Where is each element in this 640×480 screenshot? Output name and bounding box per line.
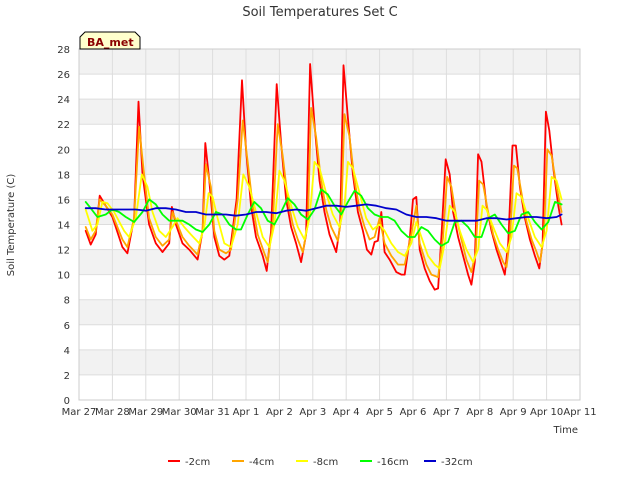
y-tick-label: 26 bbox=[57, 70, 70, 81]
x-tick-label: Mar 31 bbox=[195, 407, 230, 418]
legend-label-4cm: -4cm bbox=[249, 457, 274, 468]
y-tick-label: 0 bbox=[64, 396, 70, 407]
plot-bands bbox=[79, 49, 580, 400]
plot-band bbox=[79, 124, 580, 150]
plot-band bbox=[79, 374, 580, 400]
y-tick-label: 10 bbox=[57, 271, 70, 282]
site-badge: BA_met bbox=[79, 31, 141, 50]
x-tick-label: Apr 5 bbox=[366, 407, 393, 418]
y-tick-label: 22 bbox=[57, 120, 70, 131]
x-tick-label: Apr 8 bbox=[466, 407, 493, 418]
x-tick-label: Mar 28 bbox=[95, 407, 130, 418]
y-tick-label: 16 bbox=[57, 195, 70, 206]
plot-band bbox=[79, 349, 580, 375]
legend-label-16cm: -16cm bbox=[377, 457, 409, 468]
y-tick-label: 24 bbox=[57, 95, 70, 106]
x-tick-label: Apr 1 bbox=[233, 407, 260, 418]
x-tick-label: Apr 7 bbox=[433, 407, 460, 418]
plot-band bbox=[79, 99, 580, 125]
x-tick-label: Apr 3 bbox=[299, 407, 326, 418]
plot-band bbox=[79, 249, 580, 275]
x-tick-label: Apr 10 bbox=[530, 407, 563, 418]
y-tick-label: 2 bbox=[64, 371, 70, 382]
plot-frame bbox=[78, 48, 581, 401]
plot-band bbox=[79, 274, 580, 300]
legend-label-8cm: -8cm bbox=[313, 457, 338, 468]
x-tick-label: Apr 9 bbox=[500, 407, 527, 418]
x-tick-label: Mar 30 bbox=[162, 407, 197, 418]
y-tick-label: 28 bbox=[57, 45, 70, 56]
y-tick-label: 4 bbox=[64, 346, 70, 357]
x-tick-label: Apr 11 bbox=[563, 407, 596, 418]
legend: -2cm -4cm -8cm -16cm -32cm bbox=[168, 457, 473, 468]
plot-band bbox=[79, 174, 580, 200]
plot-band bbox=[79, 74, 580, 100]
chart-title: Soil Temperatures Set C bbox=[242, 5, 397, 20]
y-tick-label: 20 bbox=[57, 145, 70, 156]
plot-band bbox=[79, 324, 580, 350]
site-badge-label: BA_met bbox=[87, 36, 134, 49]
y-tick-label: 6 bbox=[64, 321, 70, 332]
x-tick-label: Apr 6 bbox=[400, 407, 427, 418]
x-tick-label: Apr 4 bbox=[333, 407, 360, 418]
x-tick-label: Mar 29 bbox=[128, 407, 163, 418]
site-badge-box bbox=[79, 31, 141, 50]
x-axis-title: Time bbox=[553, 425, 578, 436]
plot-band bbox=[79, 149, 580, 175]
series-layer bbox=[84, 63, 563, 291]
y-tick-label: 12 bbox=[57, 246, 70, 257]
plot-band bbox=[79, 299, 580, 325]
plot-band bbox=[79, 49, 580, 75]
series-line-8cm bbox=[84, 160, 563, 270]
legend-label-2cm: -2cm bbox=[185, 457, 210, 468]
y-tick-label: 14 bbox=[57, 221, 70, 232]
x-tick-label: Mar 27 bbox=[62, 407, 97, 418]
series-line-16cm bbox=[84, 188, 563, 247]
x-tick-label: Apr 2 bbox=[266, 407, 293, 418]
y-tick-label: 18 bbox=[57, 170, 70, 181]
y-axis-title: Soil Temperature (C) bbox=[6, 174, 17, 277]
y-tick-label: 8 bbox=[64, 296, 70, 307]
legend-label-32cm: -32cm bbox=[441, 457, 473, 468]
series-line-32cm bbox=[84, 203, 563, 222]
